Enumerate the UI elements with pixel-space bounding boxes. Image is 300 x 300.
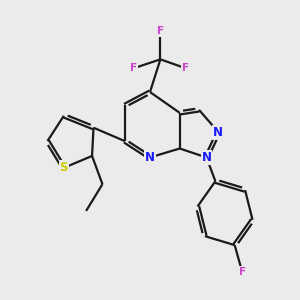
Text: F: F xyxy=(238,267,246,277)
Text: N: N xyxy=(145,151,155,164)
Text: F: F xyxy=(130,63,137,73)
Text: F: F xyxy=(157,26,164,36)
Text: N: N xyxy=(202,151,212,164)
Text: N: N xyxy=(213,126,224,139)
Text: F: F xyxy=(182,63,189,73)
Text: S: S xyxy=(60,161,68,174)
